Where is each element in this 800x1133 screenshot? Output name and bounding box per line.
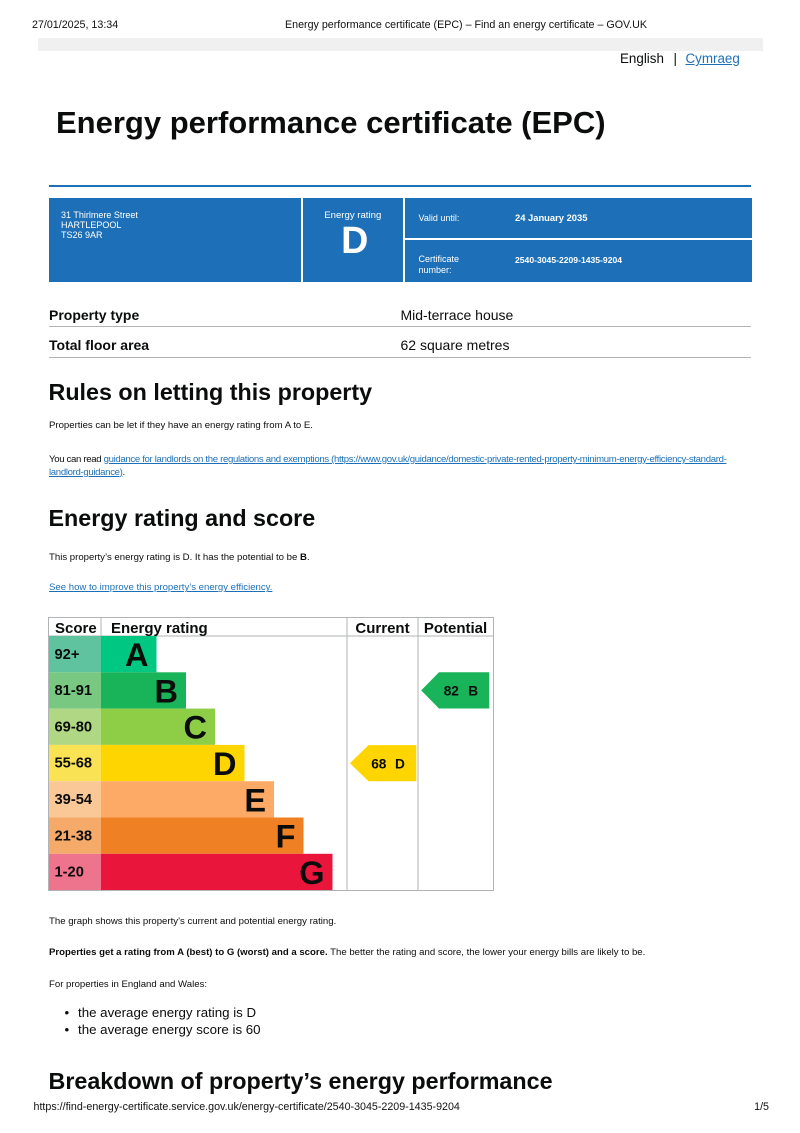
svg-text:Score: Score [55,620,97,637]
svg-text:69-80: 69-80 [55,719,93,735]
svg-text:55-68: 55-68 [55,756,93,772]
svg-text:Potential: Potential [424,620,487,637]
svg-text:92+: 92+ [55,647,80,663]
svg-text:21-38: 21-38 [55,828,93,844]
svg-text:E: E [244,782,266,818]
svg-text:A: A [125,637,148,673]
svg-text:F: F [276,819,296,855]
svg-text:82: 82 [444,684,460,699]
svg-text:68: 68 [371,756,387,771]
svg-text:39-54: 39-54 [55,792,93,808]
svg-text:81-91: 81-91 [55,683,93,699]
svg-text:B: B [155,673,178,709]
svg-text:D: D [213,746,236,782]
svg-text:G: G [299,855,324,891]
svg-text:1-20: 1-20 [55,865,84,881]
svg-text:C: C [184,710,207,746]
svg-text:Energy rating: Energy rating [111,620,208,637]
svg-text:Current: Current [355,620,409,637]
svg-text:B: B [468,684,478,699]
svg-text:D: D [395,756,405,771]
